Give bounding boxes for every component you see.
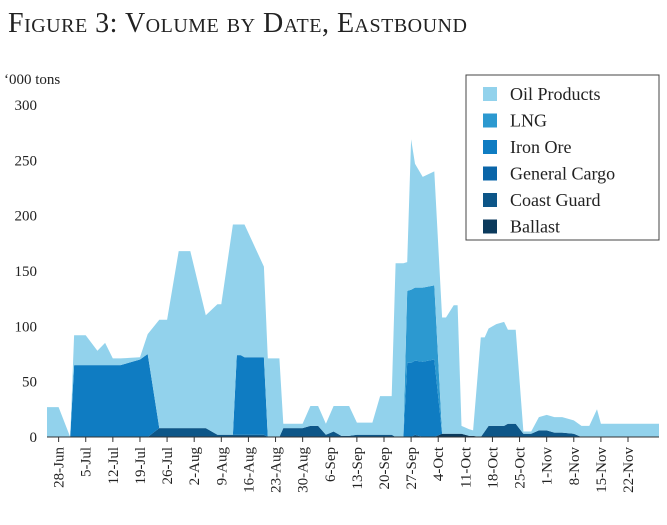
x-axis-ticks: 28-Jun 5-Jul 12-Jul 19-Jul 26-Jul 2-Aug 9-Aug 1…	[52, 437, 637, 493]
y-tick-label: 300	[15, 98, 38, 114]
x-tick-label: 19-Jul	[133, 447, 149, 485]
legend-label: Oil Products	[510, 84, 601, 104]
x-tick-label: 12-Jul	[106, 447, 122, 485]
stacked-areas	[47, 139, 659, 438]
x-tick-label: 26-Jul	[160, 447, 176, 485]
x-tick-label: 15-Nov	[594, 447, 610, 493]
x-tick-label: 1-Nov	[540, 447, 556, 486]
legend-swatch	[483, 87, 497, 101]
x-tick-label: 9-Aug	[214, 447, 230, 486]
x-tick-label: 20-Sep	[377, 447, 393, 490]
x-tick-label: 28-Jun	[52, 447, 68, 488]
y-tick-label: 250	[15, 153, 38, 169]
y-tick-label: 150	[15, 264, 38, 280]
legend: Oil Products LNG Iron Ore General Cargo Coas…	[465, 74, 660, 241]
legend-swatch	[483, 140, 497, 154]
legend-label: LNG	[510, 111, 547, 131]
area-coast-guard	[47, 423, 659, 437]
x-tick-label: 16-Aug	[241, 447, 257, 493]
chart-title: Figure 3: Volume by Date, Eastbound	[8, 8, 468, 39]
y-axis-ticks: 0 50 100 150 200 250 300	[15, 98, 38, 446]
x-tick-label: 23-Aug	[269, 447, 285, 493]
legend-swatch	[483, 193, 497, 207]
area-oil-products	[47, 139, 659, 438]
x-tick-label: 2-Aug	[187, 447, 203, 486]
legend-swatch	[483, 113, 497, 128]
legend-swatch	[483, 166, 497, 181]
x-tick-label: 13-Sep	[350, 447, 366, 490]
legend-label: General Cargo	[510, 164, 615, 184]
y-tick-label: 0	[30, 430, 38, 446]
x-tick-label: 5-Jul	[79, 447, 95, 477]
x-tick-label: 27-Sep	[404, 447, 420, 490]
y-tick-label: 100	[15, 319, 38, 335]
legend-label: Ballast	[510, 217, 560, 237]
y-tick-label: 50	[22, 375, 37, 391]
x-tick-label: 4-Oct	[431, 446, 447, 481]
x-tick-label: 30-Aug	[296, 447, 312, 493]
legend-box	[465, 74, 660, 241]
y-tick-label: 200	[15, 209, 38, 225]
legend-swatch	[483, 219, 497, 234]
x-tick-label: 11-Oct	[458, 446, 474, 488]
area-iron-ore	[47, 354, 659, 437]
legend-label: Coast Guard	[510, 190, 600, 210]
x-tick-label: 8-Nov	[567, 447, 583, 486]
legend-label: Iron Ore	[510, 137, 571, 157]
x-tick-label: 25-Oct	[513, 446, 529, 488]
x-tick-label: 22-Nov	[621, 447, 637, 493]
y-axis-unit-label: ‘000 tons	[4, 72, 60, 88]
x-tick-label: 6-Sep	[323, 447, 339, 482]
x-tick-label: 18-Oct	[485, 446, 501, 488]
